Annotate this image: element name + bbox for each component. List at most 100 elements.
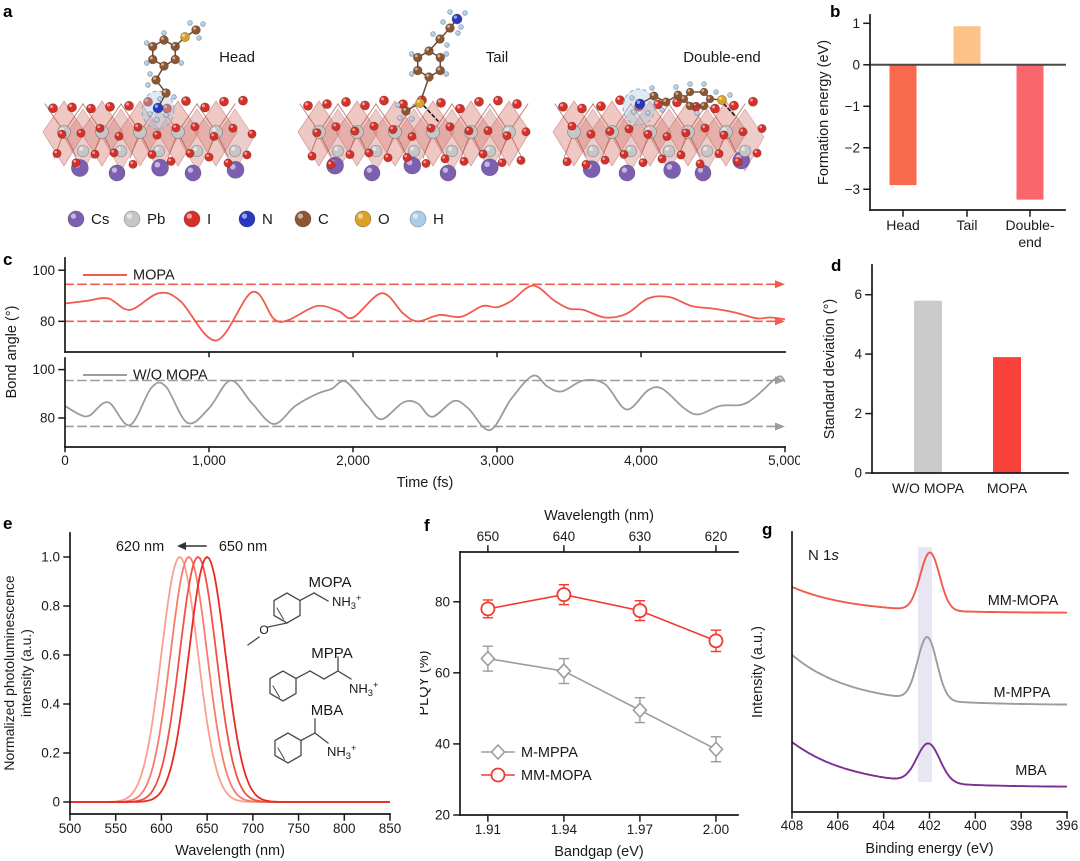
atom-legend-label: C xyxy=(318,211,329,228)
annotation-620nm: 620 nm xyxy=(116,539,164,555)
x-tick-label: 1.97 xyxy=(627,822,653,837)
molecule-label-MBA: MBA xyxy=(311,702,344,719)
highlight-band xyxy=(918,547,933,782)
x-tick-label: 400 xyxy=(964,818,987,833)
y-tick-label: −2 xyxy=(845,140,860,155)
y-tick-label: 2 xyxy=(854,406,862,421)
panel-g-xps-chart: 408 406 404 402 400 398 396 Binding energy (eV)… xyxy=(750,503,1080,861)
bond-angle-subplot-MOPA: 100 80 MOPA xyxy=(32,257,786,358)
x-tick-label: 750 xyxy=(287,821,310,836)
x-tick-label: 850 xyxy=(379,821,402,836)
panel-b-formation-energy-chart: 1 0 −1 −2 −3 Head Tail Double-end Formation ener… xyxy=(800,0,1080,252)
panel-c-canvas: 100 80 MOPA 100 80 W/O MOPA 0 1,000 2,000 3,000 4,… xyxy=(4,257,800,491)
x-tick-label: 396 xyxy=(1056,818,1079,833)
y-axis-label: PLQY (%) xyxy=(420,650,432,715)
top-tick-label: 650 xyxy=(477,529,500,544)
atom-legend-label: Pb xyxy=(147,211,165,228)
xps-curve-MBA xyxy=(791,741,1067,788)
subplot-legend-label: MOPA xyxy=(133,268,175,284)
marker-diamond xyxy=(490,743,506,761)
y-tick-label: 0.2 xyxy=(41,746,60,761)
x-category-label: Double- xyxy=(1005,217,1054,233)
y-tick-label: 0 xyxy=(852,57,860,72)
panel-a-structures: Head Tail Double-end Cs Pb I N C O H xyxy=(0,0,800,245)
x-axis-label: Time (fs) xyxy=(397,475,454,491)
panel-b-canvas: 1 0 −1 −2 −3 Head Tail Double-end Formation ener… xyxy=(816,14,1066,250)
y-tick-label: 1.0 xyxy=(41,550,60,565)
atom-legend-label: O xyxy=(378,211,390,228)
y-tick-label: 100 xyxy=(32,362,55,377)
x-tick-label: 3,000 xyxy=(480,453,514,468)
y-tick-label: −3 xyxy=(845,182,860,197)
panel-letter-c: c xyxy=(3,250,13,269)
y-axis-label: Standard deviation (°) xyxy=(822,299,838,439)
panel-c-bond-angle-chart: 100 80 MOPA 100 80 W/O MOPA 0 1,000 2,000 3,000 4,… xyxy=(0,245,800,501)
ammonium-label: NH3+ xyxy=(349,680,378,698)
panel-d-std-deviation-chart: 0 2 4 6 W/O MOPA MOPA Standard deviation (°) xyxy=(800,245,1080,501)
bond-angle-subplot-W/O MOPA: 100 80 W/O MOPA xyxy=(32,357,786,453)
x-tick-label: 406 xyxy=(827,818,850,833)
x-axis-label: Binding energy (eV) xyxy=(865,841,993,857)
y-tick-label: 4 xyxy=(854,347,862,362)
x-category-label: MOPA xyxy=(987,480,1028,496)
guide-arrowhead xyxy=(775,376,785,385)
marker-diamond xyxy=(632,701,648,719)
guide-arrowhead xyxy=(775,422,785,431)
x-tick-label: 402 xyxy=(918,818,941,833)
bond-angle-curve-W/O MOPA xyxy=(64,374,786,431)
x-tick-label: 700 xyxy=(242,821,265,836)
xps-curve-M-MPPA xyxy=(791,635,1067,706)
ammonium-label: NH3+ xyxy=(327,743,356,761)
panel-a-canvas: Head Tail Double-end Cs Pb I N C O H xyxy=(42,9,767,228)
y-tick-label: 80 xyxy=(435,594,450,609)
bar-Head xyxy=(889,64,917,186)
y-tick-label: 100 xyxy=(32,263,55,278)
y-tick-label: 40 xyxy=(435,736,450,751)
top-tick-label: 630 xyxy=(629,529,652,544)
atom-legend-label: I xyxy=(207,211,211,228)
atom-legend-label: H xyxy=(433,211,444,228)
series-MM-MOPA xyxy=(480,583,724,653)
panel-e-canvas: 1.0 0.8 0.6 0.4 0.2 0 500 550 600 650 700 750 800 850… xyxy=(1,532,402,859)
y-tick-label: 80 xyxy=(40,314,55,329)
series-M-MPPA xyxy=(480,645,724,763)
x-tick-label: 550 xyxy=(104,821,127,836)
curve-label-MM-MOPA: MM-MOPA xyxy=(988,593,1059,609)
x-tick-label: 408 xyxy=(781,818,804,833)
bar-Double-end xyxy=(1016,64,1044,200)
guide-arrowhead xyxy=(775,280,785,289)
x-axis-label: Bandgap (eV) xyxy=(554,844,643,860)
pl-curve-650nm xyxy=(70,555,390,803)
panel-letter-b: b xyxy=(830,2,841,21)
panel-letter-e: e xyxy=(3,514,13,533)
y-tick-label: 0 xyxy=(854,466,862,481)
plqy-chart: 20 40 60 80 1.91 650 1.94 640 1.97 630 2.00 620 Wave… xyxy=(420,508,739,860)
x-tick-label: 650 xyxy=(196,821,219,836)
molecule-tail xyxy=(395,9,468,123)
x-tick-label: 404 xyxy=(872,818,895,833)
panel-d-canvas: 0 2 4 6 W/O MOPA MOPA Standard deviation (°) xyxy=(822,264,1069,496)
marker-diamond xyxy=(708,741,724,758)
marker-diamond xyxy=(556,662,572,680)
annotation-650nm: 650 nm xyxy=(219,539,267,555)
formation-energy-chart: 1 0 −1 −2 −3 Head Tail Double-end Formation ener… xyxy=(816,14,1066,250)
structure-title: Tail xyxy=(486,49,509,66)
y-axis-label-line1: Normalized photoluminescence xyxy=(1,575,17,771)
x-category-label: Tail xyxy=(956,217,977,233)
atom-legend-label: Cs xyxy=(91,211,109,228)
marker-circle xyxy=(708,633,724,649)
legend-label: M-MPPA xyxy=(521,745,578,761)
std-deviation-chart: 0 2 4 6 W/O MOPA MOPA Standard deviation (°) xyxy=(822,264,1069,496)
panel-letter-a: a xyxy=(3,2,13,21)
series-legend: M-MPPA MM-MOPA xyxy=(481,743,592,784)
x-tick-label: 2,000 xyxy=(336,453,370,468)
c-axis-text: 0 1,000 2,000 3,000 4,000 5,000 Time (fs) Bond … xyxy=(4,306,800,491)
top-axis-label: Wavelength (nm) xyxy=(544,508,654,524)
x-tick-label: 4,000 xyxy=(624,453,658,468)
y-tick-label: 1 xyxy=(852,16,860,31)
bar-Tail xyxy=(953,26,981,65)
x-tick-label: 398 xyxy=(1010,818,1033,833)
molecule-label-MOPA: MOPA xyxy=(308,574,351,591)
y-tick-label: 20 xyxy=(435,808,450,823)
